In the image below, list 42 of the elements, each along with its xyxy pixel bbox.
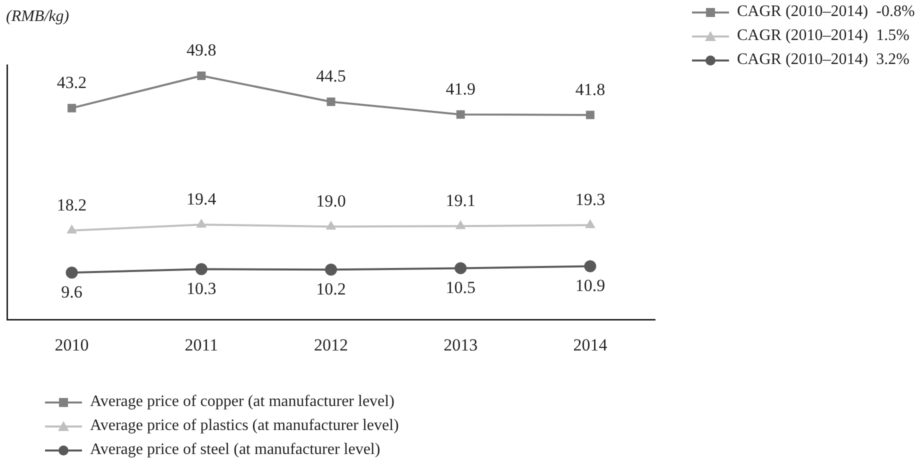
data-label: 19.1 (446, 191, 476, 210)
point (325, 264, 337, 276)
x-tick-label: 2013 (444, 335, 478, 354)
data-label: 41.8 (575, 80, 606, 99)
y-axis-title: (RMB/kg) (6, 8, 70, 26)
point (326, 97, 336, 106)
x-tick-label: 2014 (573, 335, 608, 354)
point (456, 110, 465, 119)
x-tick-label: 2012 (314, 335, 348, 354)
point (68, 104, 76, 112)
data-label: 9.6 (61, 282, 82, 302)
data-label: 10.5 (446, 278, 476, 298)
text: CAGR (2010–2014) 3.2% (737, 51, 910, 69)
point (584, 260, 596, 272)
point (195, 263, 208, 276)
data-label: 19.4 (186, 190, 217, 209)
data-label: 43.2 (56, 73, 87, 92)
point (326, 220, 336, 230)
legend-label: Average price of steel (at manufacturer level) (90, 441, 380, 459)
point (197, 72, 206, 80)
point (66, 266, 78, 279)
x-tick-label: 2010 (54, 335, 89, 354)
point (66, 224, 77, 234)
data-label: 10.3 (186, 279, 216, 298)
data-label: 10.2 (316, 280, 346, 299)
data-label: 19.0 (316, 192, 346, 211)
point (455, 220, 466, 230)
point (196, 218, 207, 228)
legend-label: Average price of copper (at manufacturer level) (90, 393, 394, 411)
data-label: 41.9 (446, 79, 476, 98)
point (454, 262, 467, 274)
data-label: 10.9 (575, 276, 606, 296)
legend-label: Average price of plastics (at manufacturer level) (90, 417, 399, 435)
data-label: 49.8 (186, 40, 216, 60)
x-tick-label: 2011 (184, 335, 218, 354)
text: CAGR (2010–2014) -0.8% (737, 3, 915, 21)
point (586, 110, 594, 120)
data-label: 18.2 (56, 195, 87, 214)
text: CAGR (2010–2014) 1.5% (737, 27, 910, 45)
data-label: 19.3 (575, 190, 606, 210)
data-label: 44.5 (316, 66, 346, 86)
point (585, 219, 596, 228)
